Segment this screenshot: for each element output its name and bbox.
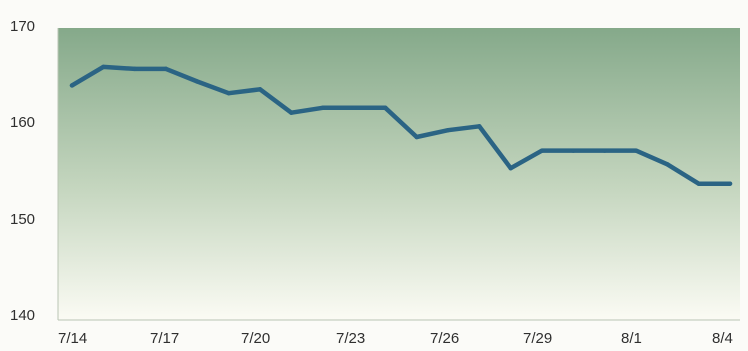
data-point-7-15 xyxy=(101,64,106,70)
x-tick-label: 8/4 xyxy=(712,330,733,347)
data-point-7-22 xyxy=(320,105,325,111)
y-tick-label: 160 xyxy=(10,114,35,131)
data-point-7-23 xyxy=(351,105,357,111)
y-tick-label: 170 xyxy=(10,18,35,35)
y-tick-label: 140 xyxy=(10,307,35,324)
data-point-7-28 xyxy=(508,165,513,171)
data-point-7-26 xyxy=(445,128,451,133)
data-point-8-3 xyxy=(696,181,701,186)
data-point-7-21 xyxy=(289,110,294,115)
plot-area xyxy=(58,28,740,320)
data-point-7-24 xyxy=(383,105,388,111)
x-tick-label: 7/23 xyxy=(336,330,365,347)
y-tick-label: 150 xyxy=(10,211,35,228)
x-tick-label: 7/29 xyxy=(523,330,552,347)
data-point-7-31 xyxy=(602,148,607,153)
data-point-8-2 xyxy=(665,162,670,167)
data-points xyxy=(69,64,733,186)
data-point-8-1 xyxy=(633,148,639,153)
x-tick-label: 7/14 xyxy=(58,330,87,347)
data-point-7-25 xyxy=(414,134,419,140)
data-point-7-30 xyxy=(571,148,576,153)
data-point-7-29 xyxy=(539,148,545,153)
data-point-7-17 xyxy=(163,66,169,72)
x-tick-label: 7/17 xyxy=(150,330,179,347)
series-line xyxy=(69,64,733,186)
data-point-7-16 xyxy=(132,66,137,72)
data-point-7-18 xyxy=(195,79,200,84)
data-point-8-4 xyxy=(727,181,733,186)
data-point-7-20 xyxy=(257,87,263,92)
data-point-7-19 xyxy=(226,91,231,96)
data-point-7-14 xyxy=(69,83,75,88)
x-tick-label: 8/1 xyxy=(621,330,642,347)
x-tick-label: 7/20 xyxy=(241,330,270,347)
x-tick-label: 7/26 xyxy=(430,330,459,347)
data-point-7-27 xyxy=(477,124,482,129)
